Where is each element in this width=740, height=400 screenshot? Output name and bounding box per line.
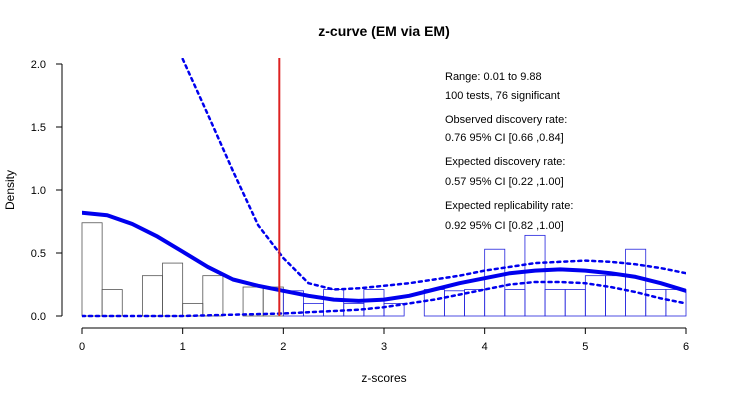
x-tick-label: 1 — [180, 341, 186, 353]
x-tick-label: 0 — [79, 341, 85, 353]
y-tick-label: 0.5 — [31, 248, 46, 260]
density-curve — [82, 210, 686, 303]
stats-annotations: Range: 0.01 to 9.88 100 tests, 76 signifi… — [445, 71, 573, 232]
histogram-bar — [423, 289, 445, 317]
y-tick-label: 2.0 — [31, 59, 46, 71]
annotation-line: 0.76 95% CI [0.66 ,0.84] — [445, 132, 564, 144]
y-tick-label: 1.0 — [31, 185, 46, 197]
histogram-bar — [484, 248, 506, 317]
x-tick-label: 2 — [280, 341, 286, 353]
histogram-bar — [544, 289, 566, 317]
histogram-bar — [242, 286, 264, 317]
histogram-bar — [383, 302, 405, 317]
x-tick-label: 6 — [683, 341, 689, 353]
annotation-line: 0.92 95% CI [0.82 ,1.00] — [445, 220, 564, 232]
histogram-bar — [182, 302, 204, 317]
annotation-line: Observed discovery rate: — [445, 114, 567, 126]
confidence-band-curve — [181, 58, 686, 291]
histogram-bar — [564, 289, 586, 317]
annotation-line: Expected discovery rate: — [445, 156, 565, 168]
x-axis: 0 1 2 3 4 5 6 — [79, 327, 689, 353]
curve-group — [82, 58, 686, 318]
histogram-bar — [323, 289, 345, 317]
histogram-bar — [605, 275, 627, 317]
x-axis-label: z-scores — [361, 371, 406, 385]
histogram-bar — [524, 234, 546, 317]
histogram-bar — [303, 302, 325, 317]
y-tick-label: 0.0 — [31, 311, 46, 323]
annotation-line: Range: 0.01 to 9.88 — [445, 71, 542, 83]
histogram-bar — [645, 289, 667, 317]
histogram-bar — [625, 248, 647, 317]
y-axis-label: Density — [3, 170, 17, 210]
y-axis: 0.0 0.5 1.0 1.5 2.0 — [31, 59, 63, 323]
histogram-bar — [584, 275, 606, 317]
plot-area — [81, 58, 687, 318]
y-tick-label: 1.5 — [31, 122, 46, 134]
histogram-bar — [141, 275, 163, 317]
confidence-band-curve — [82, 280, 686, 318]
x-tick-label: 3 — [381, 341, 387, 353]
annotation-line: 100 tests, 76 significant — [445, 90, 560, 102]
histogram-bar — [101, 289, 123, 317]
histogram-bar — [504, 289, 526, 317]
histogram-bar — [81, 222, 103, 317]
histogram-bar — [162, 262, 184, 317]
x-tick-label: 5 — [582, 341, 588, 353]
annotation-line: 0.57 95% CI [0.22 ,1.00] — [445, 176, 564, 188]
annotation-line: Expected replicability rate: — [445, 200, 573, 212]
x-tick-label: 4 — [482, 341, 488, 353]
chart-title: z-curve (EM via EM) — [318, 23, 449, 39]
histogram-bar — [363, 289, 385, 317]
histogram-bar — [202, 275, 224, 317]
